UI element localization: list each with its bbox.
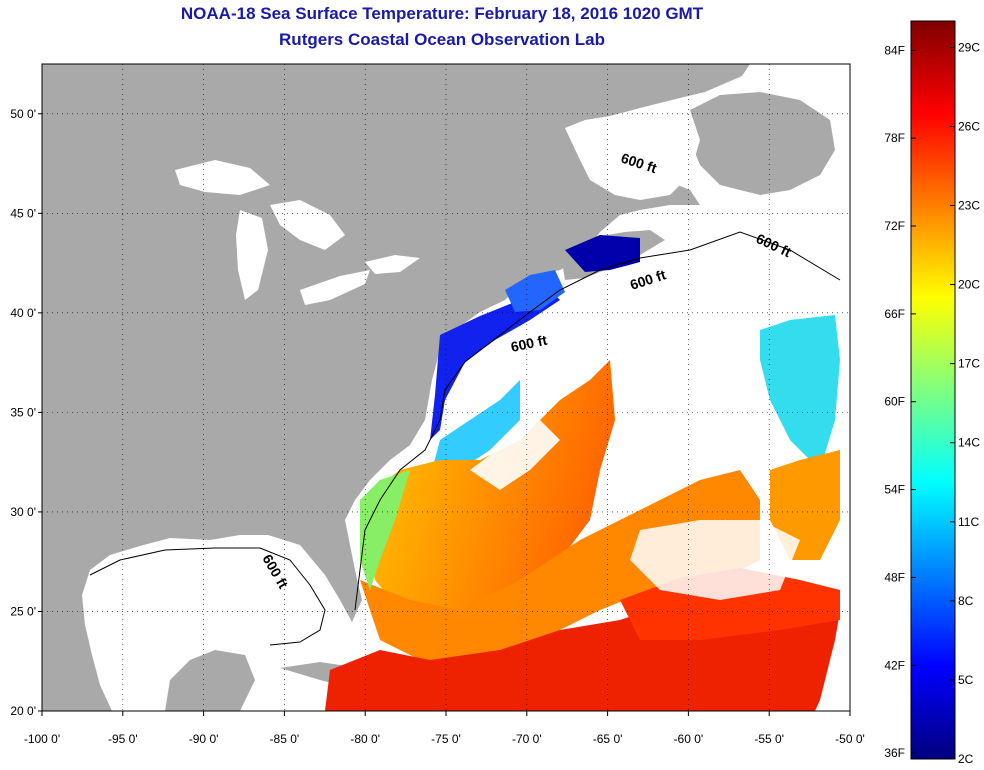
- map-panel: [42, 64, 850, 711]
- lat-tick-label: 35 0': [10, 405, 36, 419]
- fahrenheit-label: 42F: [884, 658, 905, 672]
- celsius-label: 29C: [958, 40, 980, 54]
- map-title: NOAA-18 Sea Surface Temperature: Februar…: [180, 4, 704, 23]
- fahrenheit-label: 48F: [884, 570, 905, 584]
- lon-tick-label: -90 0': [189, 732, 219, 746]
- gulf-of-st-lawrence: [565, 110, 700, 200]
- newfoundland-land: [690, 92, 835, 195]
- great-lakes: [175, 160, 420, 305]
- celsius-label: 5C: [958, 673, 974, 687]
- lat-tick-label: 30 0': [10, 505, 36, 519]
- gulf-of-mexico: [90, 545, 338, 711]
- fahrenheit-label: 78F: [884, 131, 905, 145]
- lon-tick-label: -95 0': [108, 732, 138, 746]
- graticule: [38, 64, 851, 716]
- lon-tick-label: -70 0': [512, 732, 542, 746]
- lat-tick-label: 20 0': [10, 704, 36, 718]
- north-america-land: [42, 64, 750, 711]
- colorbar: [910, 20, 956, 760]
- lon-tick-label: -55 0': [754, 732, 784, 746]
- celsius-label: 14C: [958, 436, 980, 450]
- contour-label: 600 ft: [509, 332, 548, 355]
- latitude-axis: 50 0' 45 0' 40 0' 35 0' 30 0' 25 0' 20 0': [10, 107, 36, 718]
- celsius-label: 17C: [958, 357, 980, 371]
- fahrenheit-label: 54F: [884, 483, 905, 497]
- fahrenheit-label: 84F: [884, 43, 905, 57]
- lat-tick-label: 45 0': [10, 206, 36, 220]
- lat-tick-label: 40 0': [10, 306, 36, 320]
- celsius-label: 23C: [958, 199, 980, 213]
- isobath-600ft: [89, 231, 841, 646]
- celsius-label: 8C: [958, 594, 974, 608]
- lat-tick-label: 50 0': [10, 107, 36, 121]
- longitude-axis: -100 0' -95 0' -90 0' -85 0' -80 0' -75 0' -70…: [24, 732, 865, 746]
- celsius-label: 2C: [958, 752, 974, 766]
- fahrenheit-label: 72F: [884, 219, 905, 233]
- colorbar-ticks: 84F 78F 72F 66F 60F 54F 48F 42F 36F 29C 26C 23C 20C 1…: [884, 40, 980, 766]
- lon-tick-label: -60 0': [674, 732, 704, 746]
- celsius-label: 20C: [958, 278, 980, 292]
- fahrenheit-label: 60F: [884, 395, 905, 409]
- lat-tick-label: 25 0': [10, 604, 36, 618]
- lon-tick-label: -100 0': [24, 732, 60, 746]
- map-subtitle: Rutgers Coastal Ocean Observation Lab: [279, 30, 605, 49]
- sst-data-field: [325, 235, 840, 711]
- celsius-label: 11C: [958, 515, 979, 529]
- lon-tick-label: -85 0': [270, 732, 300, 746]
- celsius-label: 26C: [958, 119, 980, 133]
- fahrenheit-label: 36F: [884, 746, 905, 760]
- yucatan-land: [165, 650, 255, 711]
- lon-tick-label: -65 0': [593, 732, 623, 746]
- lon-tick-label: -50 0': [835, 732, 865, 746]
- fahrenheit-label: 66F: [884, 307, 905, 321]
- lon-tick-label: -75 0': [431, 732, 461, 746]
- lon-tick-label: -80 0': [350, 732, 380, 746]
